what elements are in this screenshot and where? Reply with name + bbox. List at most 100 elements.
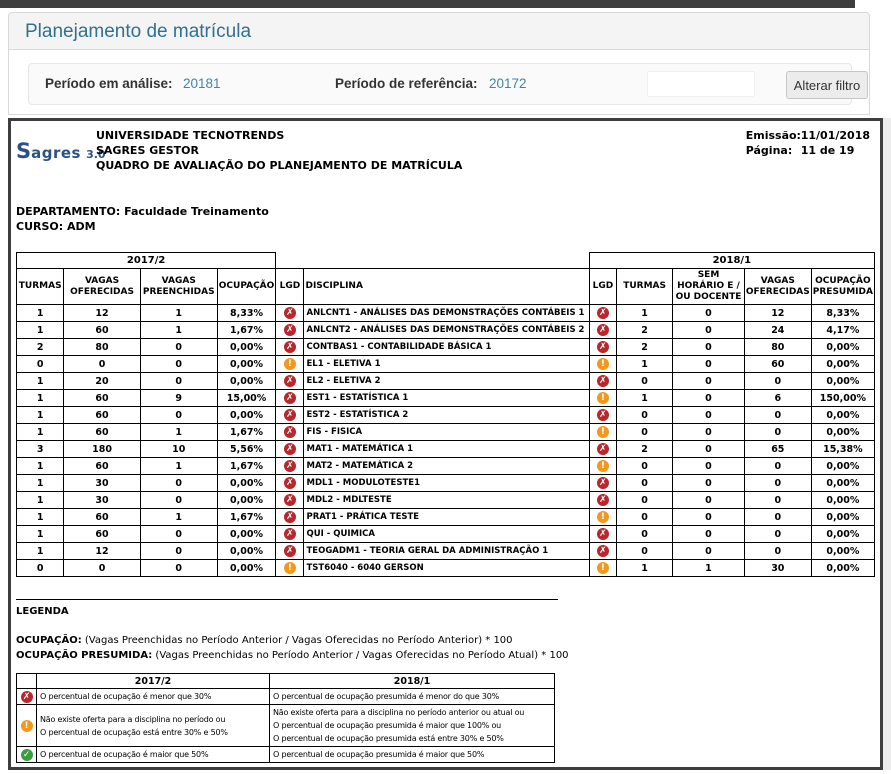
value-cell: 0 xyxy=(672,372,745,390)
disciplina-cell: MAT2 - MATEMÁTICA 2 xyxy=(303,457,590,475)
legend-corner-cell xyxy=(16,673,37,689)
value-cell: 0 xyxy=(139,491,218,509)
legend-header-row: 2017/2 2018/1 xyxy=(16,673,555,689)
legend-2017-cell: Não existe oferta para a disciplina no p… xyxy=(36,704,270,747)
group-header-row: 2017/2 2018/1 xyxy=(15,252,876,269)
col-sem-horario: SEM HORÁRIO E / OU DOCENTE xyxy=(672,268,745,305)
table-row: 0 0 0 0,00%! EL1 - ELETIVA 1! 1 0 60 0,00% xyxy=(15,355,876,373)
col-turmas-2018: TURMAS xyxy=(616,268,674,305)
disciplina-cell: TEOGADM1 - TEORIA GERAL DA ADMINISTRAÇÃO… xyxy=(303,542,590,560)
value-cell: 0,00% xyxy=(216,559,277,577)
right-scroll-strip[interactable] xyxy=(883,118,891,770)
value-cell: 1 xyxy=(15,321,65,339)
value-cell: 0,00% xyxy=(810,559,876,577)
value-cell: 0 xyxy=(743,508,812,526)
legend-col-2018: 2018/1 xyxy=(269,673,555,689)
filter-input[interactable] xyxy=(647,71,755,97)
table-row: 1 60 1 1,67% ✗ MAT2 - MATEMÁTICA 2! 0 0 0 0,00% xyxy=(15,457,876,475)
error-icon: ✗ xyxy=(596,494,609,506)
formula2-text: (Vagas Preenchidas no Período Anterior /… xyxy=(152,650,569,661)
period-analysis-value: 20181 xyxy=(183,76,221,91)
group-header-gap xyxy=(276,253,589,269)
lgd-cell: ! xyxy=(588,457,618,475)
warning-icon: ! xyxy=(596,392,609,404)
value-cell: 0 xyxy=(672,491,745,509)
error-icon: ✗ xyxy=(283,477,296,489)
disciplina-cell: EL2 - ELETIVA 2 xyxy=(303,372,590,390)
value-cell: 10 xyxy=(139,440,218,458)
value-cell: 0,00% xyxy=(216,525,277,543)
department-label: DEPARTAMENTO: xyxy=(16,205,121,218)
value-cell: 0 xyxy=(139,559,218,577)
error-icon: ✗ xyxy=(596,477,609,489)
value-cell: 0 xyxy=(616,508,674,526)
value-cell: 30 xyxy=(743,559,812,577)
value-cell: 0 xyxy=(616,457,674,475)
legend-2017-cell: O percentual de ocupação é maior que 50% xyxy=(36,746,270,763)
lgd-cell: ✗ xyxy=(275,389,305,407)
error-icon: ✗ xyxy=(283,494,296,506)
value-cell: 60 xyxy=(63,406,141,424)
error-icon: ✗ xyxy=(283,426,296,438)
value-cell: 150,00% xyxy=(810,389,876,407)
disciplina-cell: FIS - FISICA xyxy=(303,423,590,441)
lgd-cell: ✗ xyxy=(275,508,305,526)
value-cell: 12 xyxy=(743,304,812,322)
lgd-cell: ! xyxy=(588,423,618,441)
value-cell: 15,00% xyxy=(216,389,277,407)
value-cell: 2 xyxy=(616,440,674,458)
value-cell: 0,00% xyxy=(216,372,277,390)
lgd-cell: ✗ xyxy=(275,321,305,339)
formula1-text: (Vagas Preenchidas no Período Anterior /… xyxy=(81,635,513,646)
lgd-cell: ! xyxy=(588,355,618,373)
lgd-cell: ✗ xyxy=(275,474,305,492)
value-cell: 0 xyxy=(672,389,745,407)
value-cell: 15,38% xyxy=(810,440,876,458)
value-cell: 0 xyxy=(743,372,812,390)
period-reference-label: Período de referência: xyxy=(335,76,478,91)
success-icon: ✓ xyxy=(20,748,33,761)
course-label: CURSO: xyxy=(16,220,64,233)
disciplina-cell: ANLCNT2 - ANÁLISES DAS DEMONSTRAÇÕES CON… xyxy=(303,321,590,339)
error-icon: ✗ xyxy=(596,443,609,455)
emission-label: Emissão: xyxy=(745,129,801,142)
lgd-cell: ! xyxy=(275,559,305,577)
lgd-cell: ✗ xyxy=(588,406,618,424)
value-cell: 0,00% xyxy=(810,491,876,509)
disciplina-cell: MDL2 - MDLTESTE xyxy=(303,491,590,509)
value-cell: 0,00% xyxy=(810,406,876,424)
period-reference-value: 20172 xyxy=(489,76,527,91)
value-cell: 60 xyxy=(63,525,141,543)
col-disciplina: DISCIPLINA xyxy=(303,268,590,305)
col-vagas-oferecidas-2018: VAGAS OFERECIDAS xyxy=(743,268,812,305)
legend-icon-cell: ✗ xyxy=(16,688,37,705)
table-row: 3 180 10 5,56% ✗ MAT1 - MATEMÁTICA 1 ✗ 2 0 65 15,3… xyxy=(15,440,876,458)
legend-formula-presumida: OCUPAÇÃO PRESUMIDA: (Vagas Preenchidas n… xyxy=(16,650,569,661)
error-icon: ✗ xyxy=(283,307,296,319)
value-cell: 0 xyxy=(139,338,218,356)
lgd-cell: ! xyxy=(588,389,618,407)
error-icon: ✗ xyxy=(596,307,609,319)
legend-row: ! Não existe oferta para a disciplina no … xyxy=(16,704,555,747)
lgd-cell: ✗ xyxy=(275,491,305,509)
table-row: 1 30 0 0,00% ✗ MDL2 - MDLTESTE ✗ 0 0 0 0,00% xyxy=(15,491,876,509)
value-cell: 0,00% xyxy=(216,474,277,492)
value-cell: 0 xyxy=(15,559,65,577)
legend-col-2017: 2017/2 xyxy=(36,673,270,689)
lgd-cell: ✗ xyxy=(588,338,618,356)
value-cell: 60 xyxy=(63,321,141,339)
legend-divider xyxy=(16,599,558,600)
legend-formula-ocupacao: OCUPAÇÃO: (Vagas Preenchidas no Período … xyxy=(16,635,513,646)
lgd-cell: ✗ xyxy=(588,474,618,492)
legend-icon-cell: ! xyxy=(16,704,37,747)
value-cell: 0 xyxy=(616,372,674,390)
table-row: 1 60 0 0,00% ✗ QUI - QUIMICA ✗ 0 0 0 0,00% xyxy=(15,525,876,543)
change-filter-button[interactable]: Alterar filtro xyxy=(786,71,868,99)
value-cell: 0 xyxy=(672,355,745,373)
value-cell: 0,00% xyxy=(810,338,876,356)
value-cell: 0 xyxy=(672,304,745,322)
value-cell: 0 xyxy=(743,406,812,424)
value-cell: 20 xyxy=(63,372,141,390)
value-cell: 180 xyxy=(63,440,141,458)
legend-row: ✗ O percentual de ocupação é menor que 30… xyxy=(16,688,555,705)
